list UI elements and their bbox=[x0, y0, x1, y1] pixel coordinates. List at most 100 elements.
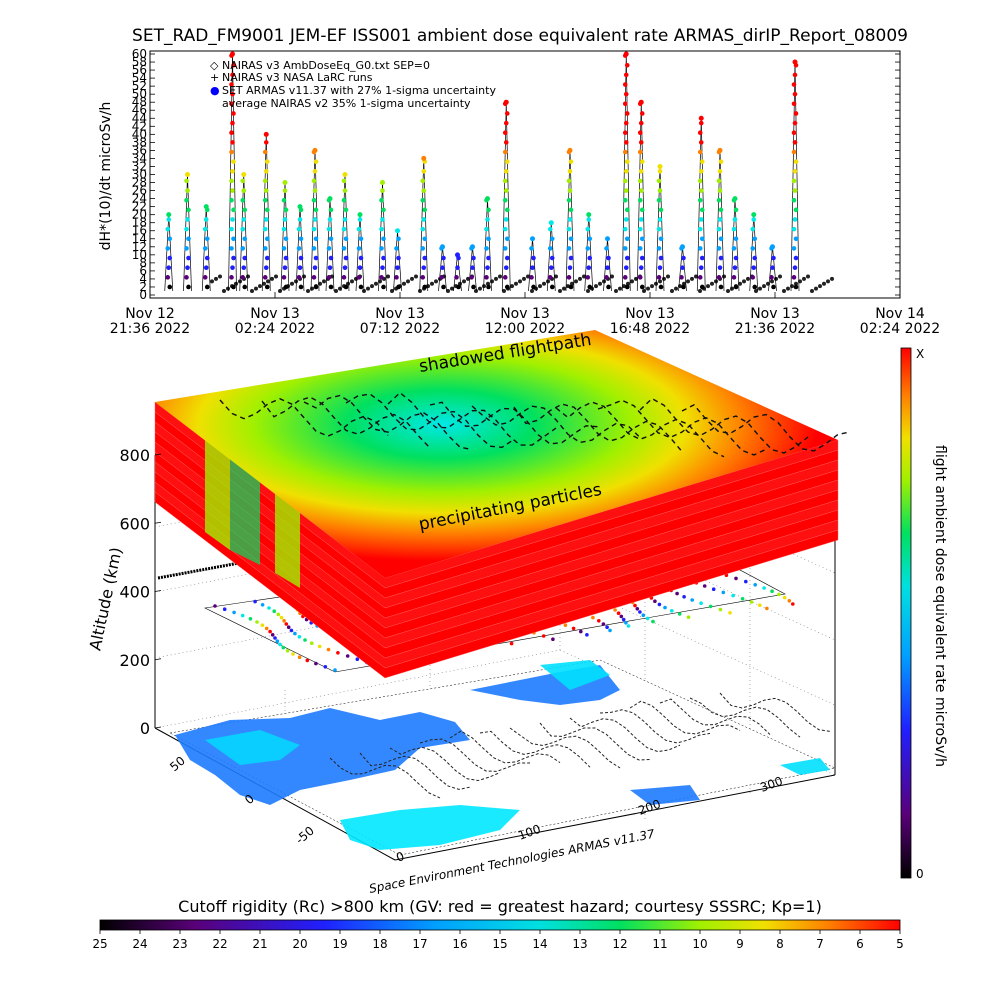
series-point bbox=[624, 207, 630, 213]
series-baseline-point bbox=[494, 276, 498, 281]
orbit-track-point bbox=[281, 645, 286, 650]
orbit-track-point bbox=[282, 619, 286, 623]
series-point bbox=[717, 168, 723, 174]
series-spike bbox=[243, 174, 249, 291]
series-spike bbox=[187, 174, 192, 291]
series-point bbox=[502, 226, 508, 232]
series-baseline-point bbox=[618, 286, 622, 291]
series-point bbox=[297, 217, 303, 222]
series-point bbox=[484, 226, 489, 232]
series-point bbox=[529, 275, 534, 280]
series-point bbox=[328, 236, 334, 242]
series-point bbox=[326, 226, 332, 232]
series-point bbox=[421, 188, 427, 193]
y-tick-label: 14 bbox=[132, 232, 147, 246]
orbit-track-point bbox=[621, 617, 626, 622]
series-baseline-point bbox=[686, 279, 690, 284]
series-baseline-point bbox=[586, 288, 590, 293]
series-baseline-point bbox=[790, 284, 794, 289]
series-point bbox=[568, 236, 574, 242]
series-point bbox=[356, 246, 362, 251]
series-point bbox=[791, 82, 797, 87]
series-point bbox=[297, 265, 303, 270]
series-point bbox=[262, 226, 268, 232]
x-tick-label-date: Nov 13 bbox=[500, 306, 550, 322]
series-point bbox=[697, 149, 703, 155]
rigidity-tick-label: 17 bbox=[412, 937, 427, 951]
series-point bbox=[230, 265, 235, 270]
series-point bbox=[658, 284, 664, 290]
series-point bbox=[547, 275, 553, 280]
orbit-track-point bbox=[624, 621, 628, 625]
series-point bbox=[656, 275, 662, 280]
series-point bbox=[586, 217, 592, 222]
series-baseline-point bbox=[310, 286, 314, 291]
altitude-tick bbox=[154, 658, 162, 661]
series-point bbox=[296, 275, 302, 280]
series-point bbox=[716, 178, 722, 184]
series-peak-point bbox=[586, 212, 592, 218]
series-baseline-point bbox=[226, 286, 230, 291]
series-baseline-point bbox=[246, 274, 250, 279]
altitude-tick bbox=[154, 453, 162, 456]
top-y-axis: 0246810121416182022242628303234363840424… bbox=[132, 47, 900, 302]
orbit-track-point bbox=[585, 633, 589, 637]
orbit-track-point bbox=[279, 615, 284, 620]
series-baseline-point bbox=[370, 284, 374, 289]
legend-label-3: average NAIRAS v2 35% 1-sigma uncertaint… bbox=[222, 97, 471, 110]
rigidity-ticks: 25 24 23 22 21 20 19 18 17 16 15 14 13 12 11 10 9 8 7 6 5 bbox=[92, 930, 904, 951]
series-point bbox=[380, 265, 385, 270]
series-point bbox=[312, 217, 318, 222]
orbit-track-point bbox=[270, 633, 275, 637]
series-point bbox=[733, 284, 739, 290]
series-peak-point bbox=[421, 155, 427, 161]
series-point bbox=[311, 226, 317, 232]
series-point bbox=[283, 236, 289, 242]
series-point bbox=[657, 217, 663, 222]
series-baseline-point bbox=[518, 279, 522, 284]
y-tick-label: 56 bbox=[132, 63, 147, 77]
series-point bbox=[622, 101, 628, 107]
series-baseline-point bbox=[530, 288, 534, 293]
series-point bbox=[281, 246, 287, 251]
series-point bbox=[341, 178, 347, 184]
series-peak-point bbox=[230, 51, 235, 57]
series-point bbox=[296, 226, 302, 232]
series-point bbox=[791, 246, 797, 251]
top-legend: ◇ NAIRAS v3 AmbDoseEq_G0.txt SEP=0 + NAI… bbox=[210, 59, 496, 110]
series-point bbox=[733, 207, 739, 213]
altitude-tick-label: 200 bbox=[119, 651, 150, 670]
orbit-track-point bbox=[708, 604, 713, 609]
x-tick-label-date: Nov 13 bbox=[250, 306, 300, 322]
orbit-track-point bbox=[264, 626, 269, 631]
series-baseline-point bbox=[510, 284, 514, 289]
series-point bbox=[341, 226, 347, 232]
ground-track bbox=[659, 698, 771, 735]
orbit-track-point bbox=[682, 595, 686, 599]
series-point bbox=[547, 246, 553, 251]
series-peak-point bbox=[297, 204, 303, 210]
y-tick-label: 20 bbox=[132, 208, 147, 222]
series-point bbox=[604, 275, 609, 280]
series-point bbox=[296, 246, 302, 251]
series-spike bbox=[340, 174, 346, 291]
series-point bbox=[230, 168, 235, 174]
series-point bbox=[313, 236, 319, 242]
series-spike bbox=[457, 254, 462, 292]
series-baseline-point bbox=[698, 288, 702, 293]
orbit-track-point bbox=[749, 600, 754, 604]
series-point bbox=[681, 284, 686, 290]
series-point bbox=[792, 72, 798, 78]
series-spike bbox=[659, 166, 665, 291]
series-baseline-point bbox=[558, 288, 562, 293]
y-tick-label: 30 bbox=[132, 168, 147, 182]
series-point bbox=[731, 246, 737, 251]
y-tick-label: 46 bbox=[132, 103, 147, 117]
series-point bbox=[639, 284, 645, 290]
series-point bbox=[230, 140, 235, 145]
series-point bbox=[229, 178, 234, 184]
series-point bbox=[657, 188, 663, 193]
series-point bbox=[567, 217, 573, 222]
series-baseline-point bbox=[578, 276, 582, 281]
series-point bbox=[792, 91, 798, 97]
